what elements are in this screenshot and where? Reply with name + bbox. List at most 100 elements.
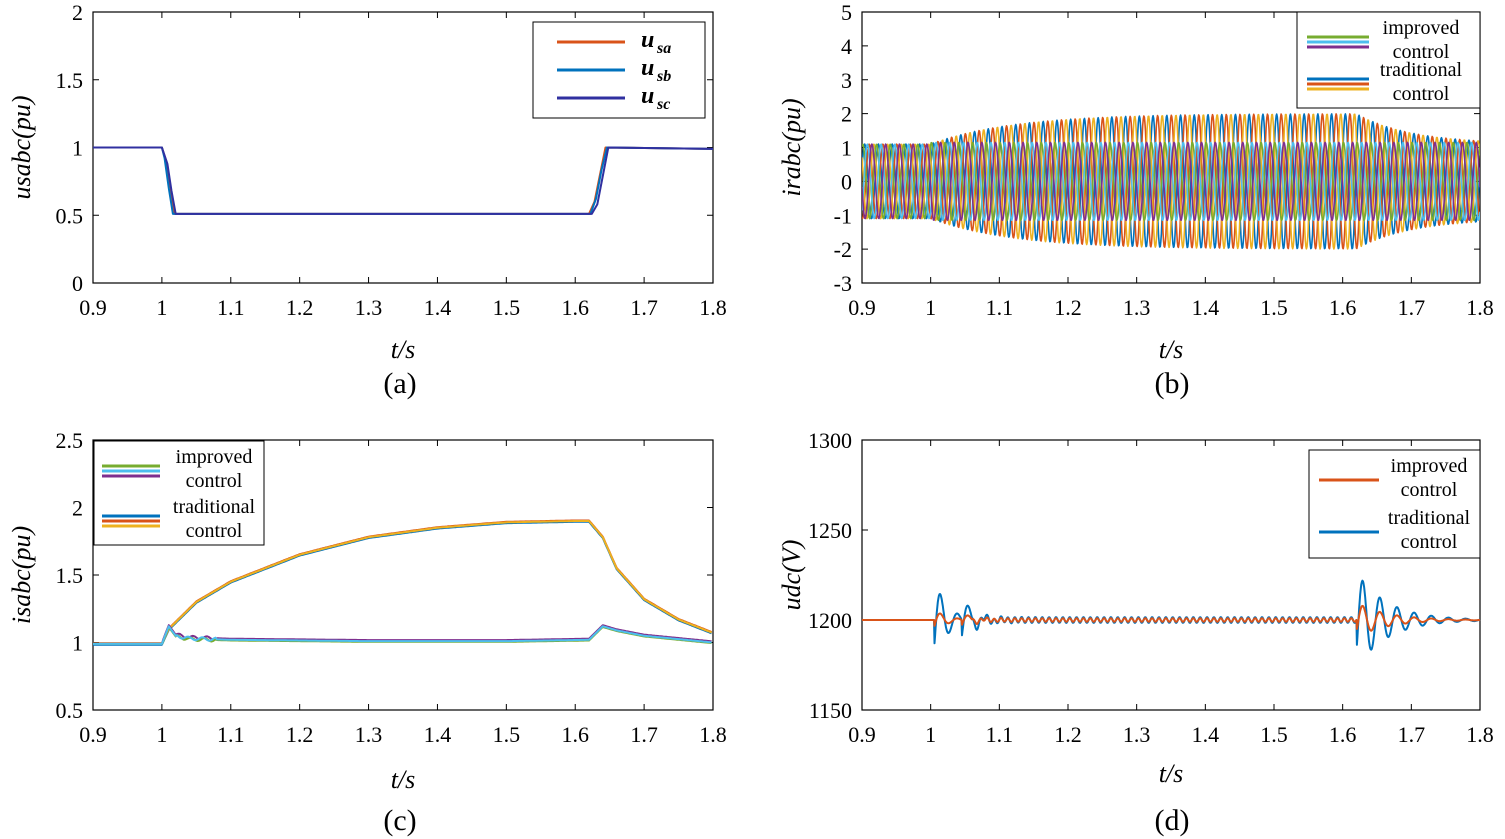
x-tick-label: 1.8: [699, 295, 727, 320]
x-tick-label: 1.6: [561, 722, 589, 747]
x-tick-label: 1.8: [1466, 722, 1494, 747]
y-tick-label: 1300: [808, 428, 852, 453]
y-tick-label: -3: [834, 271, 852, 296]
x-tick-label: 1.4: [424, 722, 452, 747]
x-tick-label: 1.7: [1398, 295, 1426, 320]
x-tick-label: 1.4: [1192, 722, 1220, 747]
series-line-improved-phase-c: [862, 141, 1480, 221]
x-tick-label: 1.1: [986, 295, 1014, 320]
x-tick-label: 1.8: [1466, 295, 1494, 320]
y-tick-label: 2.5: [56, 428, 84, 453]
legend-label: traditional: [173, 496, 256, 518]
x-tick-label: 1.4: [424, 295, 452, 320]
series-line-traditional: [861, 579, 1481, 651]
y-tick-label: 1: [841, 136, 852, 161]
legend-label: u: [641, 55, 654, 81]
legend-entry: u sc: [557, 83, 670, 113]
y-tick-label: 1.5: [56, 68, 84, 93]
series-line-improved-2: [93, 625, 712, 645]
x-tick-label: 0.9: [848, 722, 876, 747]
y-tick-label: 0: [841, 169, 852, 194]
x-tick-label: 1.2: [1054, 295, 1082, 320]
x-tick-label: 1.2: [286, 295, 314, 320]
legend-label: control: [186, 470, 243, 492]
x-axis-label: t/s: [1159, 335, 1184, 364]
series-line-traditional-2: [93, 520, 712, 645]
legend-box: [1296, 11, 1481, 109]
legend-label: u: [641, 83, 654, 109]
legend-label: traditional: [1388, 507, 1471, 529]
x-axis-label: t/s: [1159, 759, 1184, 788]
legend-label-sub: sb: [656, 68, 671, 85]
chart-caption: (d): [1155, 804, 1190, 837]
y-tick-label: 1150: [809, 698, 852, 723]
chart-caption: (a): [383, 367, 416, 400]
y-tick-label: 2: [841, 102, 852, 127]
y-axis-label: irabc(pu): [777, 98, 806, 196]
legend-label: traditional: [1380, 59, 1463, 81]
x-tick-label: 1: [156, 295, 167, 320]
y-tick-label: 1.5: [56, 563, 84, 588]
legend-label: u: [641, 27, 654, 53]
x-tick-label: 1: [156, 722, 167, 747]
legend-entry: u sa: [557, 27, 671, 57]
legend-entry: u sb: [557, 55, 671, 85]
x-tick-label: 1.7: [630, 295, 658, 320]
legend-label: control: [1393, 83, 1450, 105]
plot-area: [862, 113, 1480, 250]
series-line-usc: [93, 146, 714, 215]
x-tick-label: 1.5: [1260, 295, 1288, 320]
chart-c: 0.9 1 1.1 1.2 1.3 1.4 1.5 1.6 1.7 1.8 0.5 1 1.5 2 2.5 t…: [7, 428, 727, 837]
y-tick-label: -2: [834, 237, 852, 262]
legend-label: improved: [1391, 455, 1468, 477]
y-tick-label: 0: [72, 271, 83, 296]
series-line-improved: [861, 604, 1481, 632]
legend-label: control: [1401, 531, 1458, 553]
y-tick-label: 1200: [808, 608, 852, 633]
legend-label-sub: sc: [656, 96, 670, 113]
plot-frame: [861, 439, 1481, 711]
y-tick-label: 2: [72, 0, 83, 25]
x-tick-label: 1.7: [1398, 722, 1426, 747]
series-line-improved-phase-b: [862, 141, 1480, 221]
y-axis-label: usabc(pu): [7, 96, 36, 200]
legend-label: improved: [1383, 17, 1460, 39]
x-tick-label: 1.7: [630, 722, 658, 747]
y-tick-label: 1: [72, 136, 83, 161]
y-tick-label: 2: [72, 496, 83, 521]
x-tick-label: 1.1: [217, 295, 245, 320]
x-tick-label: 1.6: [1329, 295, 1357, 320]
x-tick-label: 0.9: [79, 295, 107, 320]
series-line-traditional-phase-b: [862, 113, 1480, 250]
y-tick-label: 0.5: [56, 698, 84, 723]
x-tick-label: 1.2: [1054, 722, 1082, 747]
x-tick-label: 1.5: [493, 295, 521, 320]
x-tick-label: 1.4: [1192, 295, 1220, 320]
x-tick-label: 1.1: [217, 722, 245, 747]
y-tick-label: 4: [841, 34, 852, 59]
x-tick-label: 1.5: [493, 722, 521, 747]
y-tick-label: 5: [841, 0, 852, 25]
y-tick-label: 1: [72, 631, 83, 656]
y-tick-label: 1250: [808, 518, 852, 543]
legend-label-sub: sa: [656, 40, 671, 57]
series-line-improved-phase-a: [862, 141, 1480, 222]
x-axis-label: t/s: [391, 335, 416, 364]
legend-label: control: [186, 520, 243, 542]
legend-label: improved: [176, 446, 253, 468]
x-tick-label: 1.1: [986, 722, 1014, 747]
series-line-usb: [93, 146, 714, 215]
x-tick-label: 1.8: [699, 722, 727, 747]
x-tick-label: 1.6: [561, 295, 589, 320]
chart-caption: (c): [383, 804, 416, 837]
chart-b: 0.9 1 1.1 1.2 1.3 1.4 1.5 1.6 1.7 1.8 -3 -2 -1 0 1 2 3 4 5…: [777, 0, 1494, 400]
x-tick-label: 0.9: [848, 295, 876, 320]
chart-caption: (b): [1155, 367, 1190, 400]
x-tick-label: 1.3: [1123, 722, 1151, 747]
